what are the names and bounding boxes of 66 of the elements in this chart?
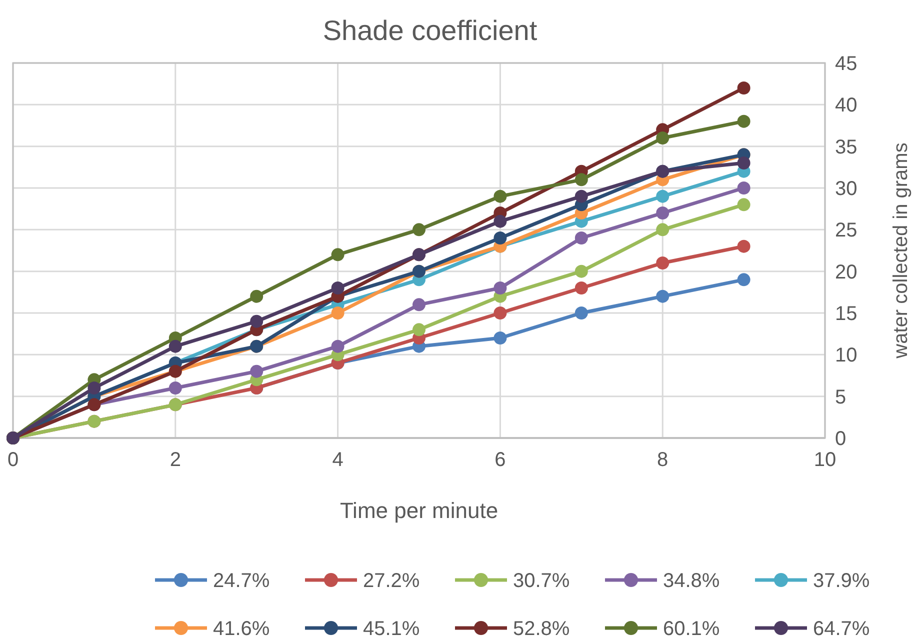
point [574,282,588,294]
point [656,290,670,303]
point [574,306,588,320]
point [656,190,670,203]
point [250,364,264,378]
point [494,282,507,294]
legend-label: 52.8% [513,618,570,640]
point [737,182,750,194]
y-tick-label: 5 [835,386,846,408]
y-tick-label: 0 [835,428,846,450]
legend-label: 27.2% [363,570,420,592]
y-tick-label: 10 [835,344,858,367]
point [494,306,507,320]
legend-label: 24.7% [213,570,270,592]
point [737,273,750,286]
point [412,223,426,236]
point [88,382,101,394]
point [331,282,344,294]
y-tick-label: 30 [835,178,858,200]
point [574,173,588,186]
x-tick-label: 4 [332,449,344,471]
point [494,332,507,344]
legend-label: 30.7% [513,570,570,592]
legend-label: 34.8% [663,570,720,592]
point [574,264,588,278]
point [574,232,588,244]
point [656,132,670,144]
point [168,382,182,394]
y-tick-label: 40 [835,94,858,117]
point [250,314,264,328]
point [412,298,426,312]
legend-label: 45.1% [363,618,420,640]
point [656,223,670,236]
legend-label: 64.7% [813,618,870,640]
point [331,306,344,320]
point [737,198,750,212]
y-tick-label: 25 [835,220,858,242]
y-tick-label: 15 [835,303,858,325]
point [331,340,344,353]
x-axis-title: Time per minute [340,498,498,523]
point [168,340,182,353]
legend-label: 41.6% [213,618,270,640]
y-axis-title: water collected in grams [890,142,912,360]
legend-label: 37.9% [813,570,870,592]
legend-label: 60.1% [663,618,720,640]
y-tick-label: 20 [835,261,858,284]
point [737,82,750,94]
point [737,156,750,170]
x-tick-label: 0 [7,449,19,471]
point [412,323,426,336]
point [737,240,750,253]
point [737,114,750,128]
y-tick-label: 45 [835,53,858,75]
point [494,214,507,228]
chart-title: Shade coefficient [322,15,538,46]
point [574,190,588,203]
x-tick-label: 8 [657,449,668,471]
point [494,190,507,203]
point [494,232,507,244]
y-tick-label: 35 [835,136,858,158]
point [250,290,264,303]
x-tick-label: 6 [494,449,506,471]
point [331,248,344,262]
point [656,206,670,220]
x-tick-label: 2 [170,449,181,471]
point [656,256,670,270]
